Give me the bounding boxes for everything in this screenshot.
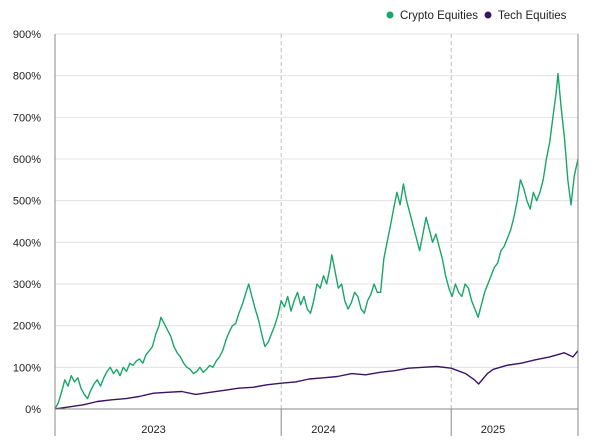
x-tick-label-2023: 2023 (141, 424, 165, 436)
legend-swatch-tech-equities (484, 11, 492, 19)
y-tick-label-400: 400% (13, 237, 41, 249)
y-tick-label-100: 100% (13, 362, 41, 374)
y-tick-label-0: 0% (25, 404, 41, 416)
legend-swatch-crypto-equities (386, 11, 394, 19)
x-tick-label-2024: 2024 (311, 424, 335, 436)
y-tick-label-200: 200% (13, 321, 41, 333)
y-tick-label-700: 700% (13, 112, 41, 124)
series-line-tech-equities (54, 350, 579, 410)
y-tick-label-800: 800% (13, 71, 41, 83)
y-tick-label-300: 300% (13, 279, 41, 291)
legend-label-tech-equities: Tech Equities (498, 10, 567, 22)
gridlines (55, 33, 578, 368)
x-tick-label-2025: 2025 (481, 424, 505, 436)
series-line-crypto-equities (54, 72, 579, 410)
y-tick-label-500: 500% (13, 196, 41, 208)
legend: Crypto Equities Tech Equities (386, 10, 567, 22)
y-tick-label-900: 900% (13, 29, 41, 41)
y-tick-labels: 0% 100% 200% 300% 400% 500% 600% 700% 800% 900% (13, 29, 41, 416)
axes (54, 34, 579, 436)
y-tick-label-600: 600% (13, 154, 41, 166)
series-lines (54, 72, 579, 410)
legend-label-crypto-equities: Crypto Equities (400, 10, 478, 22)
x-tick-labels: 2023 2024 2025 (141, 424, 505, 436)
